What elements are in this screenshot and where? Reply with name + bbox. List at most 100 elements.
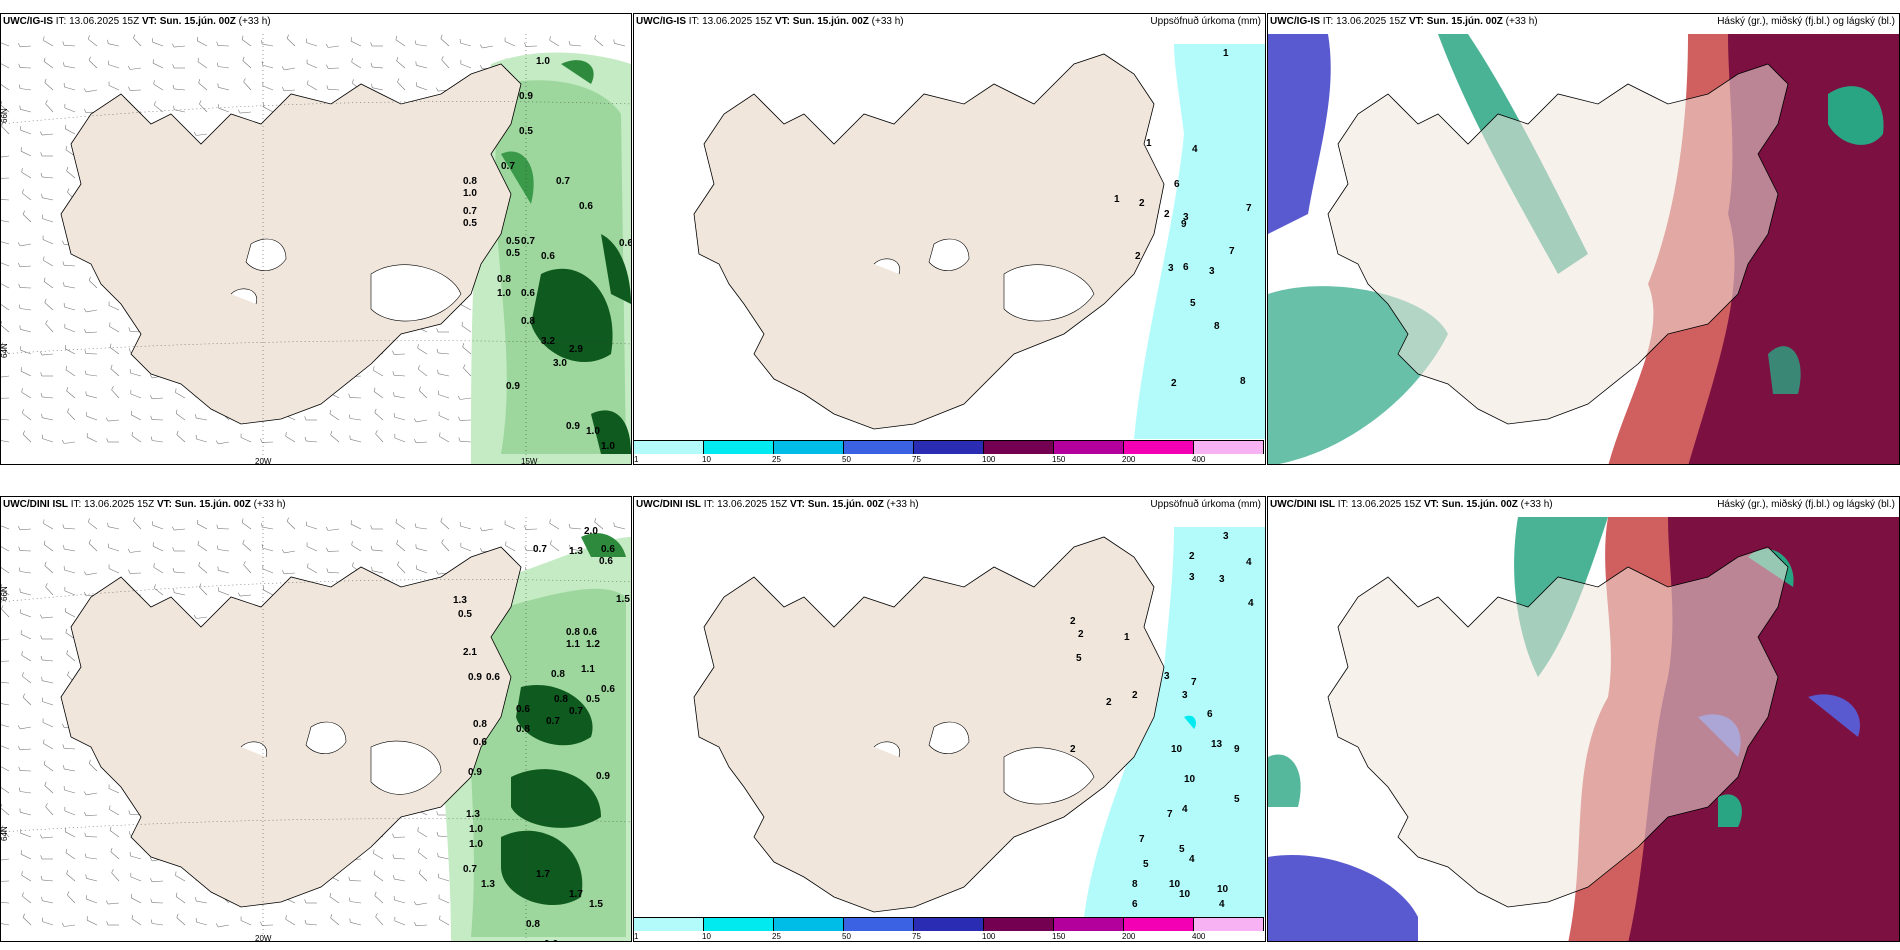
value-label: 1.5 <box>616 594 630 605</box>
accum-precip-area <box>1084 527 1265 917</box>
axis-lon-20: 20W <box>255 457 272 465</box>
value-label: 2 <box>1070 616 1076 627</box>
value-label: 10 <box>1184 774 1196 785</box>
colorbar-swatch <box>1194 917 1264 931</box>
value-label: 8 <box>1214 321 1220 332</box>
value-label: 7 <box>1191 677 1197 688</box>
panel-igis-accum: UWC/IG-IS IT: 13.06.2025 15Z VT: Sun. 15… <box>633 13 1266 465</box>
value-label: 0.9 <box>506 381 520 392</box>
value-label: 4 <box>1248 598 1254 609</box>
map-clouds <box>1268 517 1899 941</box>
colorbar-swatch <box>1054 917 1124 931</box>
colorbar-swatch <box>1124 440 1194 454</box>
value-label: 2 <box>1078 629 1084 640</box>
value-label: 2 <box>1135 251 1141 262</box>
value-label: 1.7 <box>536 869 550 880</box>
gridlines <box>1 34 631 464</box>
value-label: 0.7 <box>463 206 477 217</box>
value-label: 0.8 <box>521 316 535 327</box>
colorbar-swatch <box>774 440 844 454</box>
value-label: 1.3 <box>453 595 467 606</box>
value-label: 0.7 <box>533 544 547 555</box>
value-label: 6 <box>1174 179 1180 190</box>
panel-dini-precip-wind: UWC/DINI ISL IT: 13.06.2025 15Z VT: Sun.… <box>0 496 632 942</box>
colorbar-tick: 25 <box>772 455 781 464</box>
panel-igis-precip-wind: UWC/IG-IS IT: 13.06.2025 15Z VT: Sun. 15… <box>0 13 632 465</box>
value-label: 0.5 <box>506 236 520 247</box>
value-label: 3 <box>1219 574 1225 585</box>
panel-igis-clouds: UWC/IG-IS IT: 13.06.2025 15Z VT: Sun. 15… <box>1267 13 1900 465</box>
colorbar: 1 10 25 50 75 100 150 200 400 <box>634 440 1265 464</box>
value-label: 0.9 <box>468 672 482 683</box>
value-label: 0.6 <box>541 251 555 262</box>
value-label: 7 <box>1246 203 1252 214</box>
colorbar-tick: 1 <box>634 932 639 941</box>
panel-dini-clouds: UWC/DINI ISL IT: 13.06.2025 15Z VT: Sun.… <box>1267 496 1900 942</box>
value-label: 3 <box>1164 671 1170 682</box>
colorbar-swatch <box>914 917 984 931</box>
value-label: 0.7 <box>501 161 515 172</box>
value-label: 1.2 <box>586 639 600 650</box>
value-label: 6 <box>1207 709 1213 720</box>
colorbar-tick: 200 <box>1122 455 1136 464</box>
value-label: 1.0 <box>469 824 483 835</box>
value-label: 2.9 <box>569 344 583 355</box>
map-wind-precip: 1.00.90.50.70.70.81.00.70.50.5 0.70.50.60… <box>1 34 631 465</box>
colorbar-tick: 75 <box>912 455 921 464</box>
value-label: 1.1 <box>581 664 595 675</box>
panel-dini-accum: UWC/DINI ISL IT: 13.06.2025 15Z VT: Sun.… <box>633 496 1266 942</box>
panel-title: UWC/DINI ISL IT: 13.06.2025 15Z VT: Sun.… <box>636 499 919 510</box>
iceland-landmass <box>1327 63 1789 425</box>
panel-subtitle: Uppsöfnuð úrkoma (mm) <box>1150 16 1261 27</box>
colorbar-swatch <box>634 917 704 931</box>
value-label: 0.5 <box>586 694 600 705</box>
value-label: 0.6 <box>599 556 613 567</box>
value-label: 0.7 <box>521 236 535 247</box>
precip-labels: 2.00.7 1.3 0.60.61.30.51.52.10.9 0.60.8 0.61… <box>453 526 630 941</box>
colorbar-tick: 100 <box>982 455 996 464</box>
value-label: 10 <box>1169 879 1181 890</box>
value-label: 1 <box>1124 632 1130 643</box>
value-label: 3 <box>1209 266 1215 277</box>
value-label: 0.5 <box>506 248 520 259</box>
iceland-landmass <box>60 63 522 425</box>
value-label: 0.7 <box>556 176 570 187</box>
colorbar-swatch <box>844 440 914 454</box>
value-label: 0.5 <box>519 126 533 137</box>
value-label: 0.5 <box>463 218 477 229</box>
value-label: 0.6 <box>601 684 615 695</box>
value-label: 10 <box>1217 884 1229 895</box>
axis-lat-64: 64N <box>1 343 9 358</box>
colorbar-swatch <box>1194 440 1264 454</box>
value-label: 0.8 <box>463 176 477 187</box>
value-label: 0.6 <box>486 672 500 683</box>
value-label: 9 <box>1181 219 1187 230</box>
value-label: 0.8 <box>551 669 565 680</box>
colorbar-tick: 400 <box>1192 932 1206 941</box>
colorbar-swatch <box>704 440 774 454</box>
value-label: 5 <box>1234 794 1240 805</box>
value-label: 7 <box>1167 809 1173 820</box>
colorbar-swatch <box>1124 917 1194 931</box>
panel-title: UWC/IG-IS IT: 13.06.2025 15Z VT: Sun. 15… <box>3 16 271 27</box>
value-label: 1.5 <box>589 899 603 910</box>
axis-lat-66: 66N <box>1 108 9 123</box>
value-label: 0.9 <box>468 767 482 778</box>
panel-subtitle: Háský (gr.), miðský (fj.bl.) og lágský (… <box>1717 16 1895 27</box>
value-label: 2 <box>1106 697 1112 708</box>
precip-labels: 1.00.90.50.70.70.81.00.70.50.5 0.70.50.60… <box>463 56 631 452</box>
value-label: 1.0 <box>586 426 600 437</box>
value-label: 2.1 <box>463 647 477 658</box>
value-label: 3 <box>1189 572 1195 583</box>
panel-title: UWC/DINI ISL IT: 13.06.2025 15Z VT: Sun.… <box>1270 499 1553 510</box>
panel-title: UWC/DINI ISL IT: 13.06.2025 15Z VT: Sun.… <box>3 499 286 510</box>
axis-lat-64: 64N <box>1 826 9 841</box>
value-label: 0.8 <box>516 724 530 735</box>
precip-areas <box>471 52 631 464</box>
value-label: 2 <box>1171 378 1177 389</box>
axis-lat-66: 66N <box>1 586 9 601</box>
value-label: 5 <box>1143 859 1149 870</box>
value-label: 0.6 <box>521 288 535 299</box>
value-label: 0.6 <box>583 627 597 638</box>
